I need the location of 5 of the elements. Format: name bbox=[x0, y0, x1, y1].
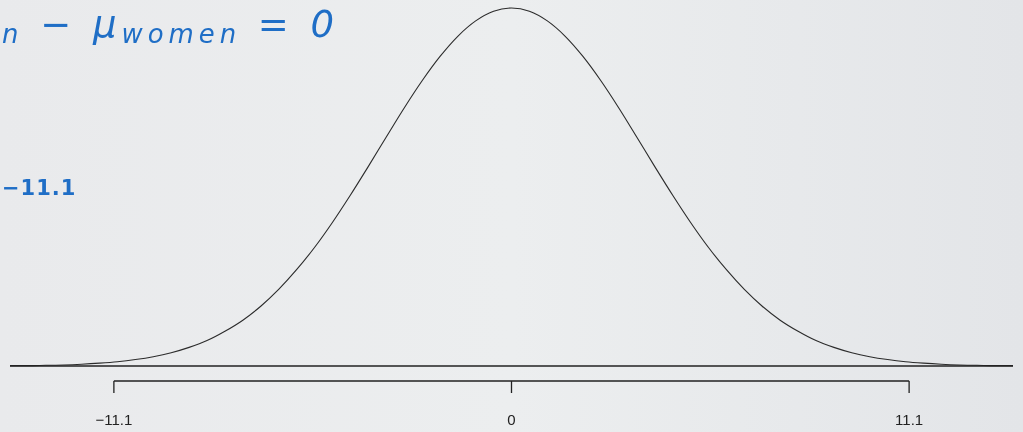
x-tick-label: 11.1 bbox=[895, 411, 924, 429]
x-tick-label: −11.1 bbox=[95, 411, 133, 429]
x-tick-label: 0 bbox=[507, 411, 516, 429]
annotation: $_{n}$ − μ$_{women}$ = 0 bbox=[2, 3, 340, 50]
annotation: −11.1 bbox=[2, 176, 77, 200]
